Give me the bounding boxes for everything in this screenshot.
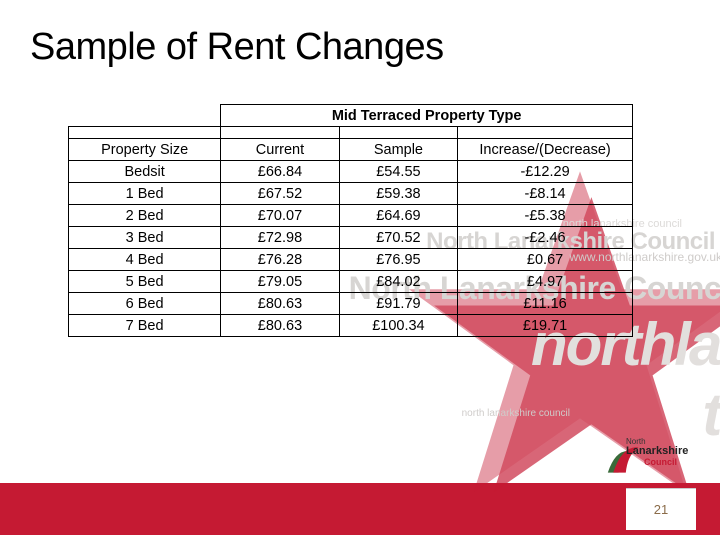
cell-current: £70.07	[221, 205, 339, 227]
col-header-sample: Sample	[339, 139, 457, 161]
cell-sample: £91.79	[339, 293, 457, 315]
cell-size: 5 Bed	[69, 271, 221, 293]
cell-sample: £100.34	[339, 315, 457, 337]
page-number-box: 21	[626, 488, 696, 530]
table-row: 2 Bed £70.07 £64.69 -£5.38	[69, 205, 633, 227]
table-spacer-row	[69, 127, 633, 139]
table-row: 6 Bed £80.63 £91.79 £11.16	[69, 293, 633, 315]
cell-sample: £76.95	[339, 249, 457, 271]
cell-delta: £4.97	[458, 271, 633, 293]
table-header-row: Property Size Current Sample Increase/(D…	[69, 139, 633, 161]
table-row: 3 Bed £72.98 £70.52 -£2.46	[69, 227, 633, 249]
rent-table: Mid Terraced Property Type Property Size…	[68, 104, 633, 337]
table-title-row: Mid Terraced Property Type	[69, 105, 633, 127]
cell-current: £79.05	[221, 271, 339, 293]
cell-delta: £19.71	[458, 315, 633, 337]
cell-delta: -£2.46	[458, 227, 633, 249]
col-header-current: Current	[221, 139, 339, 161]
col-header-delta: Increase/(Decrease)	[458, 139, 633, 161]
blank-cell	[69, 105, 221, 127]
cell-size: 4 Bed	[69, 249, 221, 271]
cell-delta: £0.67	[458, 249, 633, 271]
table-row: 4 Bed £76.28 £76.95 £0.67	[69, 249, 633, 271]
cell-delta: -£8.14	[458, 183, 633, 205]
cell-sample: £59.38	[339, 183, 457, 205]
cell-sample: £64.69	[339, 205, 457, 227]
table-row: 7 Bed £80.63 £100.34 £19.71	[69, 315, 633, 337]
cell-current: £67.52	[221, 183, 339, 205]
cell-sample: £54.55	[339, 161, 457, 183]
table-row: 5 Bed £79.05 £84.02 £4.97	[69, 271, 633, 293]
cell-delta: -£5.38	[458, 205, 633, 227]
cell-sample: £84.02	[339, 271, 457, 293]
cell-current: £80.63	[221, 293, 339, 315]
cell-delta: -£12.29	[458, 161, 633, 183]
cell-size: Bedsit	[69, 161, 221, 183]
cell-size: 6 Bed	[69, 293, 221, 315]
watermark-stylized-2: th	[702, 380, 720, 449]
page-number: 21	[654, 502, 668, 517]
council-logo: North Lanarkshire Council	[604, 436, 692, 480]
cell-current: £80.63	[221, 315, 339, 337]
bottom-accent-bar	[0, 483, 720, 535]
watermark-council-lower-2: north lanarkshire council	[462, 408, 570, 419]
table-row: Bedsit £66.84 £54.55 -£12.29	[69, 161, 633, 183]
cell-size: 2 Bed	[69, 205, 221, 227]
logo-text-sub: Council	[644, 458, 677, 467]
cell-delta: £11.16	[458, 293, 633, 315]
cell-sample: £70.52	[339, 227, 457, 249]
page-title: Sample of Rent Changes	[30, 26, 444, 69]
cell-current: £66.84	[221, 161, 339, 183]
table-row: 1 Bed £67.52 £59.38 -£8.14	[69, 183, 633, 205]
logo-text-main: Lanarkshire	[626, 446, 688, 457]
cell-size: 1 Bed	[69, 183, 221, 205]
cell-current: £72.98	[221, 227, 339, 249]
table-title-cell: Mid Terraced Property Type	[221, 105, 633, 127]
cell-size: 7 Bed	[69, 315, 221, 337]
cell-current: £76.28	[221, 249, 339, 271]
cell-size: 3 Bed	[69, 227, 221, 249]
slide: Sample of Rent Changes north lanarkshire…	[0, 0, 720, 540]
col-header-size: Property Size	[69, 139, 221, 161]
rent-table-container: Mid Terraced Property Type Property Size…	[68, 104, 633, 337]
